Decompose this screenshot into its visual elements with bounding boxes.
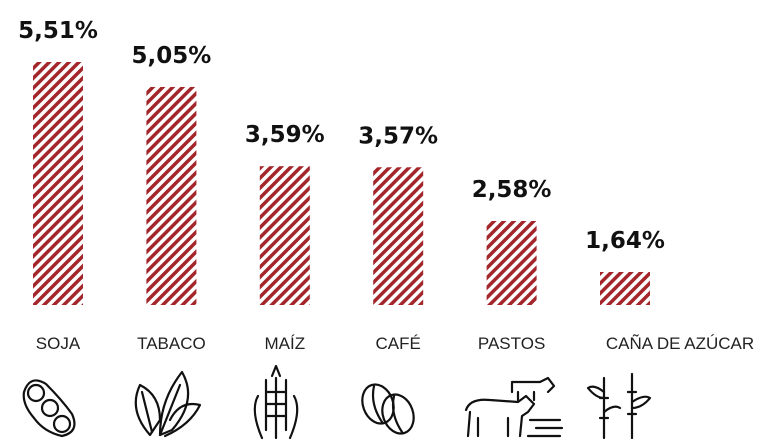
bar xyxy=(259,166,310,305)
bar xyxy=(486,220,537,305)
category-label: CAFÉ xyxy=(376,334,421,353)
value-label: 1,64% xyxy=(585,228,665,254)
icon-maiz xyxy=(253,364,299,439)
value-label: 5,51% xyxy=(18,18,98,44)
category-label: SOJA xyxy=(36,334,81,353)
category-label: PASTOS xyxy=(478,334,545,353)
icons xyxy=(22,364,652,439)
category-label: MAÍZ xyxy=(264,334,305,353)
icon-cafe xyxy=(361,383,415,435)
icon-pastos xyxy=(464,376,564,438)
value-label: 3,59% xyxy=(245,122,325,148)
bar xyxy=(600,272,650,305)
icon-tabaco xyxy=(134,370,202,438)
category-label: TABACO xyxy=(137,334,206,353)
icon-soja xyxy=(22,379,76,438)
bar xyxy=(146,86,197,305)
bar xyxy=(373,167,424,305)
value-label: 3,57% xyxy=(358,123,438,149)
icon-cana xyxy=(586,372,652,439)
value-label: 5,05% xyxy=(132,43,212,69)
value-label: 2,58% xyxy=(472,177,552,203)
category-label: CAÑA DE AZÚCAR xyxy=(606,334,754,353)
bar xyxy=(33,62,83,305)
